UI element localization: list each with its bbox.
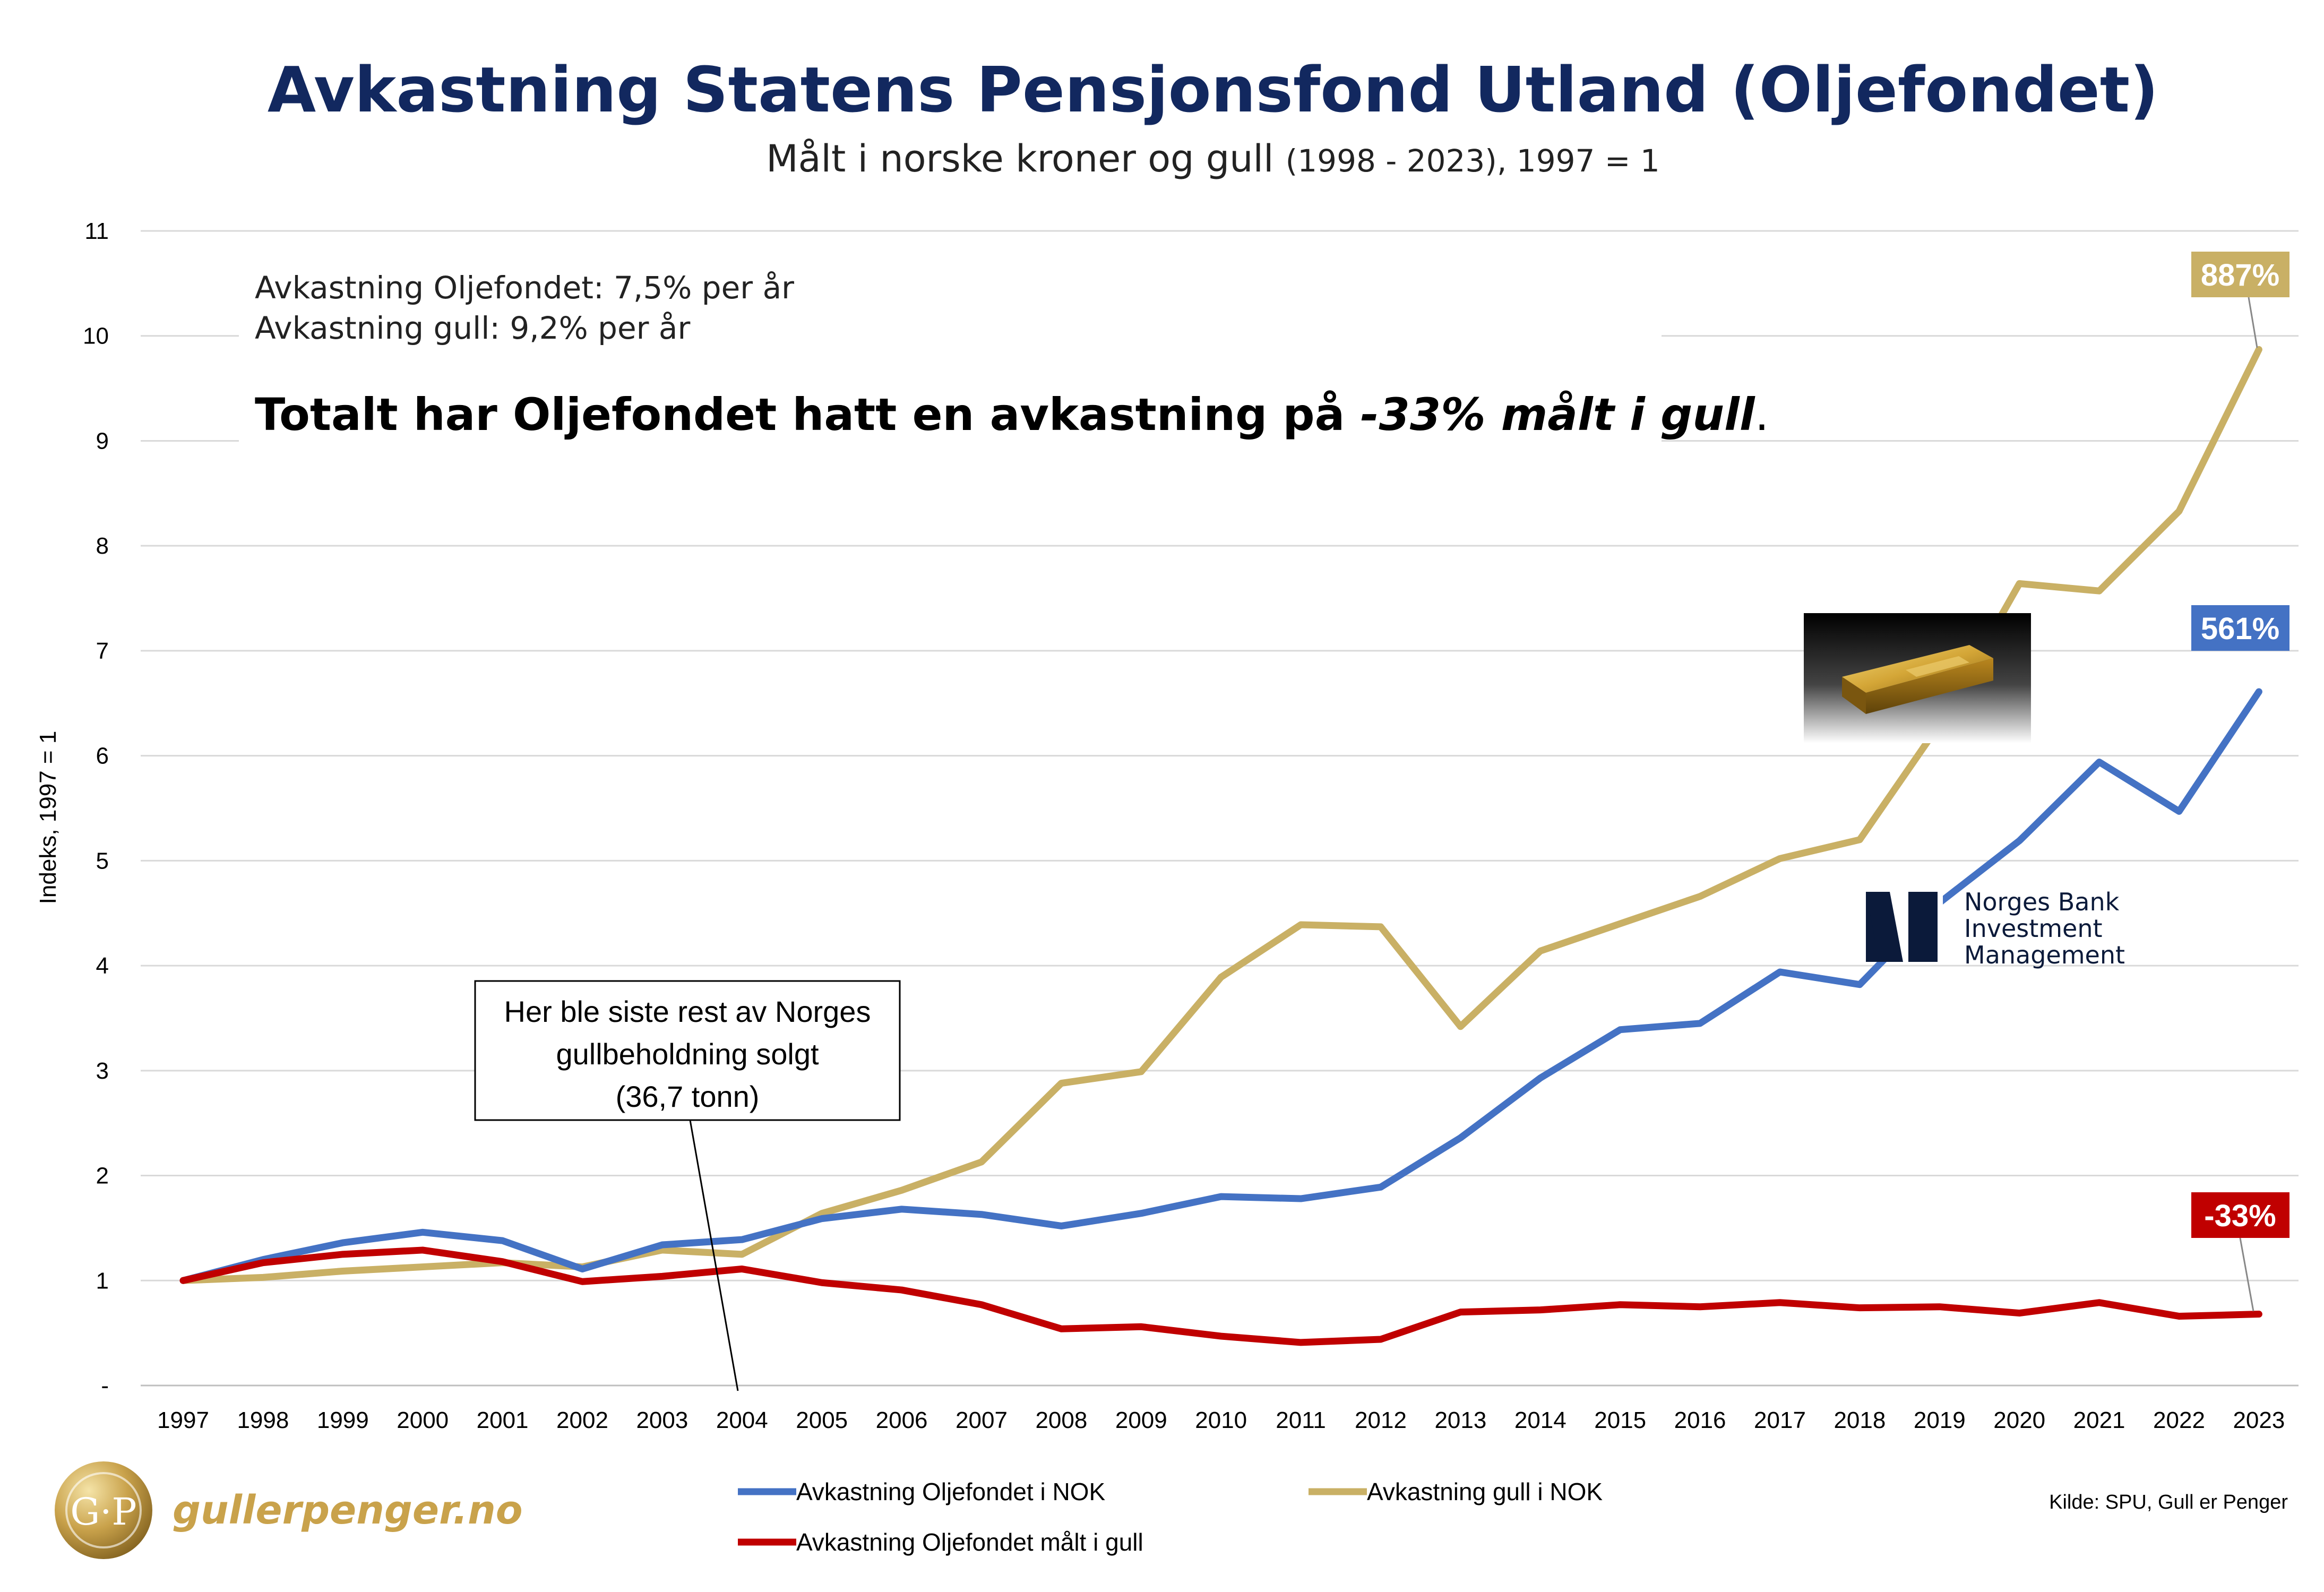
- logo-text: gullerpenger.no: [173, 1487, 523, 1533]
- nbim-line-1: Norges Bank: [1964, 888, 2120, 916]
- nbim-line-3: Management: [1964, 941, 2125, 969]
- y-tick-label: 3: [96, 1058, 109, 1084]
- y-tick-label: 4: [96, 953, 109, 979]
- x-axis-ticks: 1997 1998 1999 2000 2001 2002 2003 2004 2005 2006…: [157, 1407, 2285, 1433]
- notes-box: [239, 242, 1662, 446]
- x-tick-label: 2011: [1276, 1407, 1326, 1433]
- y-tick-label: -: [101, 1373, 109, 1399]
- x-tick-label: 2012: [1355, 1407, 1407, 1433]
- x-tick-label: 2019: [1914, 1407, 1966, 1433]
- series-lines: [179, 346, 2262, 1346]
- note-total-suffix: .: [1755, 389, 1769, 441]
- y-axis-label: Indeks, 1997 = 1: [35, 731, 61, 905]
- x-tick-label: 1998: [237, 1407, 289, 1433]
- x-tick-label: 2016: [1674, 1407, 1726, 1433]
- callout-line-1: Her ble siste rest av Norges: [504, 995, 871, 1028]
- badge-gold-label: 887%: [2201, 258, 2279, 292]
- chart-subtitle: Målt i norske kroner og gull (1998 - 202…: [766, 137, 1660, 180]
- badge-nok: [2191, 605, 2289, 651]
- x-tick-label: 2010: [1195, 1407, 1247, 1433]
- x-tick-label: 2000: [397, 1407, 449, 1433]
- x-tick-label: 2018: [1834, 1407, 1886, 1433]
- x-tick-label: 2003: [636, 1407, 688, 1433]
- y-tick-label: 9: [96, 428, 109, 454]
- legend-label: Avkastning gull i NOK: [1367, 1478, 1603, 1505]
- source-note: Kilde: SPU, Gull er Penger: [2049, 1491, 2288, 1513]
- note-total: Totalt har Oljefondet hatt en avkastning…: [255, 389, 1769, 441]
- y-tick-label: 2: [96, 1163, 109, 1189]
- callout-line-3: (36,7 tonn): [616, 1080, 760, 1113]
- x-tick-label: 2014: [1514, 1407, 1566, 1433]
- x-tick-label: 2021: [2073, 1407, 2125, 1433]
- note-total-prefix: Totalt har Oljefondet hatt en avkastning…: [255, 389, 1361, 441]
- callout-pointer: [689, 1120, 739, 1391]
- y-tick-label: 6: [96, 743, 109, 769]
- x-tick-label: 2020: [1993, 1407, 2045, 1433]
- x-tick-label: 2013: [1434, 1407, 1486, 1433]
- y-tick-label: 11: [84, 218, 109, 244]
- note-total-emph: -33% målt i gull: [1361, 389, 1755, 441]
- x-tick-label: 2015: [1594, 1407, 1646, 1433]
- x-tick-label: 2008: [1035, 1407, 1087, 1433]
- nbim-line-2: Investment: [1964, 914, 2103, 943]
- legend-label: Avkastning Oljefondet målt i gull: [796, 1528, 1143, 1556]
- badge-nok-label: 561%: [2201, 612, 2279, 646]
- x-tick-label: 2006: [876, 1407, 928, 1433]
- y-tick-label: 7: [96, 638, 109, 664]
- gullerpenger-logo: G·P gullerpenger.no: [55, 1461, 523, 1559]
- note-oljefondet: Avkastning Oljefondet: 7,5% per år: [255, 270, 794, 306]
- badge-ratio-label: -33%: [2204, 1199, 2276, 1233]
- gold-bar-image: [1804, 613, 2031, 743]
- subtitle-main: Målt i norske kroner og gull: [766, 137, 1285, 180]
- x-tick-label: 2023: [2233, 1407, 2285, 1433]
- y-tick-label: 10: [83, 323, 109, 349]
- x-tick-label: 1997: [157, 1407, 209, 1433]
- legend: Avkastning Oljefondet i NOK Avkastning gu…: [738, 1478, 1603, 1556]
- x-tick-label: 2005: [796, 1407, 848, 1433]
- callout-line-2: gullbeholdning solgt: [556, 1037, 819, 1071]
- badge-gold: [2191, 252, 2289, 297]
- x-tick-label: 2004: [716, 1407, 768, 1433]
- logo-mark: G·P: [70, 1490, 136, 1534]
- note-gull: Avkastning gull: 9,2% per år: [255, 310, 690, 346]
- x-tick-label: 2017: [1754, 1407, 1806, 1433]
- legend-label: Avkastning Oljefondet i NOK: [796, 1478, 1105, 1505]
- y-tick-label: 1: [96, 1268, 109, 1294]
- y-axis-ticks: - 1 2 3 4 5 6 7 8 9 10 11: [83, 218, 109, 1399]
- series-line-2: [179, 346, 2262, 1284]
- y-tick-label: 5: [96, 848, 109, 874]
- badge-ratio: [2191, 1192, 2289, 1238]
- callout-box: [474, 980, 901, 1121]
- x-tick-label: 2009: [1115, 1407, 1167, 1433]
- subtitle-end: , 1997 = 1: [1497, 143, 1660, 179]
- x-tick-label: 2002: [556, 1407, 608, 1433]
- badge-ratio-pointer: [2239, 1237, 2254, 1312]
- nbim-logo: Norges Bank Investment Management: [1863, 887, 2125, 969]
- subtitle-years: (1998 - 2023): [1286, 143, 1497, 179]
- x-tick-label: 1999: [317, 1407, 369, 1433]
- chart-title: Avkastning Statens Pensjonsfond Utland (…: [268, 53, 2158, 126]
- y-tick-label: 8: [96, 533, 109, 559]
- x-tick-label: 2001: [477, 1407, 529, 1433]
- x-tick-label: 2007: [956, 1407, 1008, 1433]
- badge-gold-pointer: [2248, 297, 2258, 348]
- x-tick-label: 2022: [2153, 1407, 2205, 1433]
- series-line-3: [179, 1246, 2262, 1346]
